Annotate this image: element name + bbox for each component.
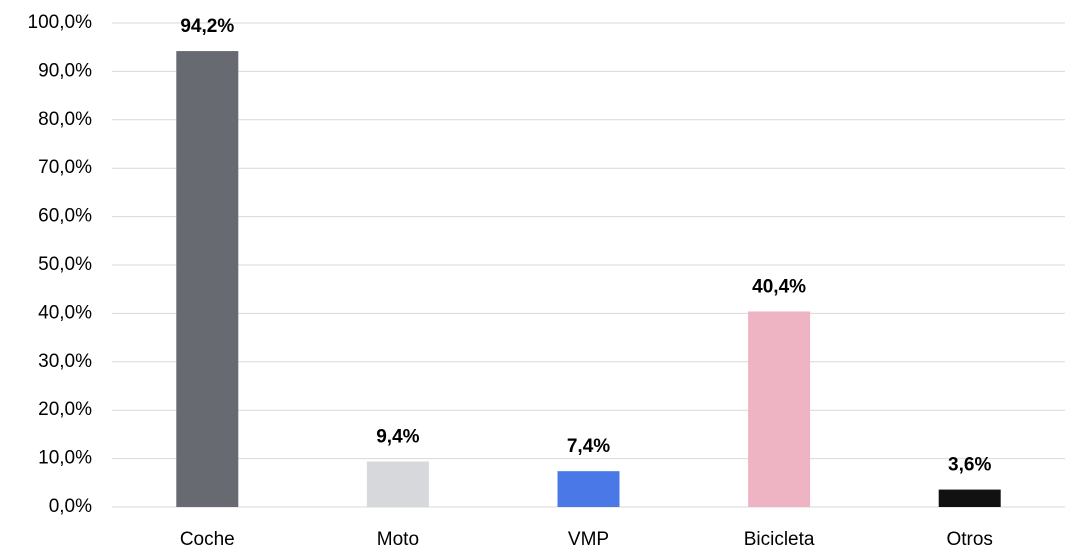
- y-tick-label: 90,0%: [38, 60, 92, 81]
- y-tick-label: 0,0%: [49, 496, 92, 517]
- y-tick-label: 70,0%: [38, 157, 92, 178]
- y-tick-label: 20,0%: [38, 399, 92, 420]
- bar: [748, 311, 811, 507]
- y-tick-label: 50,0%: [38, 254, 92, 275]
- value-label: 7,4%: [567, 436, 610, 457]
- y-tick-label: 100,0%: [28, 12, 93, 33]
- bar: [176, 51, 239, 508]
- value-label: 3,6%: [948, 455, 991, 476]
- bar: [557, 471, 620, 507]
- y-tick-label: 30,0%: [38, 351, 92, 372]
- x-tick-label: Coche: [180, 529, 235, 549]
- x-tick-label: Bicicleta: [744, 529, 815, 549]
- value-label: 94,2%: [180, 16, 234, 37]
- x-tick-label: Otros: [946, 529, 992, 549]
- value-label: 9,4%: [376, 427, 419, 448]
- y-tick-label: 80,0%: [38, 109, 92, 130]
- y-tick-label: 10,0%: [38, 448, 92, 469]
- y-tick-label: 40,0%: [38, 302, 92, 323]
- x-tick-label: VMP: [568, 529, 609, 549]
- value-label: 40,4%: [752, 276, 806, 297]
- x-tick-label: Moto: [377, 529, 419, 549]
- y-tick-label: 60,0%: [38, 206, 92, 227]
- bar: [938, 489, 1001, 507]
- bar: [366, 461, 429, 507]
